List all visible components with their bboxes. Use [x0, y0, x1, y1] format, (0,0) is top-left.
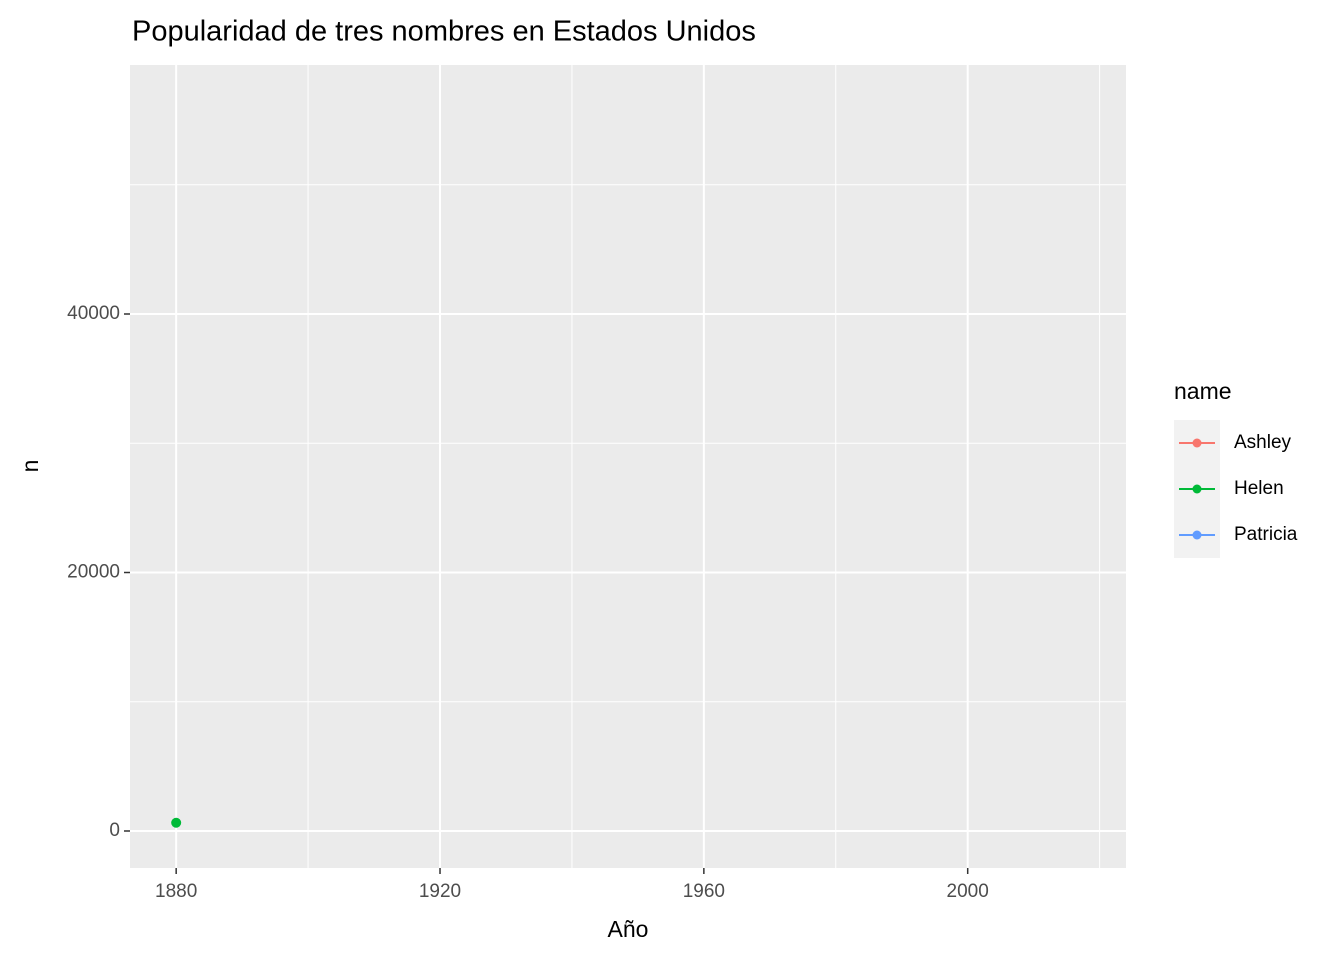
y-tick-label: 0: [109, 820, 120, 841]
legend-title: name: [1174, 378, 1232, 404]
legend-key-point: [1192, 484, 1202, 494]
legend-label: Helen: [1234, 478, 1284, 499]
panel: [130, 65, 1126, 868]
data-point: [171, 817, 182, 828]
legend-key-point: [1192, 438, 1202, 448]
x-axis-label: Año: [608, 916, 649, 942]
x-tick-label: 1920: [419, 881, 461, 902]
chart-title: Popularidad de tres nombres en Estados U…: [132, 16, 756, 48]
y-tick-label: 20000: [67, 562, 120, 583]
legend-label: Ashley: [1234, 432, 1292, 453]
y-axis-label: n: [17, 460, 43, 473]
x-tick-label: 1960: [683, 881, 725, 902]
y-tick-label: 40000: [67, 303, 120, 324]
x-tick-label: 1880: [155, 881, 197, 902]
legend-label: Patricia: [1234, 524, 1298, 545]
x-tick-label: 2000: [947, 881, 989, 902]
legend-key-point: [1192, 530, 1202, 540]
